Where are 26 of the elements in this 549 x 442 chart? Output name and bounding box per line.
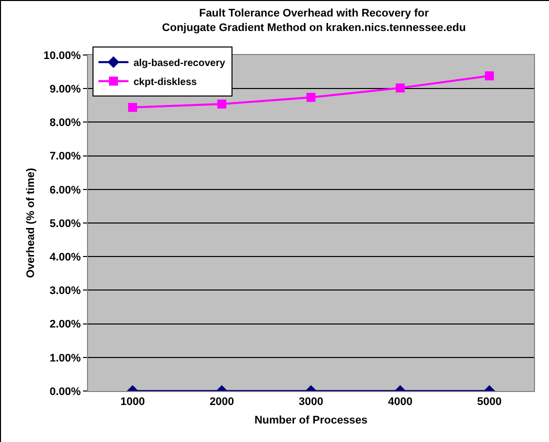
point (128, 102, 138, 112)
y-tick-label: 8.00% (50, 117, 82, 130)
legend-label: ckpt-diskless (133, 77, 198, 88)
x-tick-label: 4000 (388, 396, 412, 408)
y-tick-label: 0.00% (50, 386, 82, 398)
y-axis-title: Overhead (% of time) (25, 168, 38, 278)
y-tick-label: 4.00% (50, 251, 82, 264)
legend-label: alg-based-recovery (133, 58, 226, 69)
point (306, 92, 316, 102)
point (217, 100, 226, 109)
y-tick-label: 2.00% (50, 318, 82, 331)
point (484, 71, 494, 80)
x-tick-label: 5000 (477, 396, 502, 408)
y-tick-label: 5.00% (50, 218, 82, 230)
y-tick-label: 3.00% (50, 285, 82, 298)
y-tick-label: 7.00% (50, 150, 82, 163)
x-tick-label: 3000 (298, 396, 324, 408)
point (396, 83, 405, 92)
y-tick-label: 1.00% (50, 352, 82, 364)
y-tick-label: 10.00% (43, 50, 82, 62)
x-tick-label: 2000 (210, 396, 234, 408)
x-tick-label: 1000 (120, 396, 145, 408)
x-axis-title: Number of Processes (254, 414, 368, 426)
y-tick-label: 6.00% (50, 184, 82, 196)
y-tick-label: 9.00% (50, 83, 82, 96)
chart-title: Fault Tolerance Overhead with Recovery for Conjugate Gradient Method on kraken.nics.tennessee.edu (162, 7, 466, 34)
